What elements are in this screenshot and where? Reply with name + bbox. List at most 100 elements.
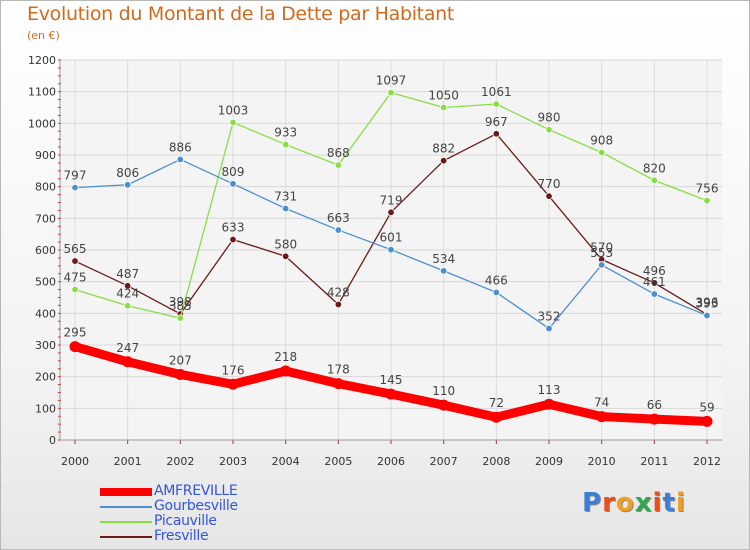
legend-label: Gourbesville — [154, 498, 238, 514]
data-label: 868 — [327, 146, 350, 160]
data-point — [492, 288, 501, 297]
data-point — [387, 208, 395, 217]
data-point — [492, 130, 501, 138]
data-point — [648, 413, 660, 425]
data-label: 461 — [643, 275, 666, 289]
proxiti-logo: Proxiti — [582, 488, 686, 518]
data-point — [387, 88, 395, 97]
data-label: 553 — [590, 246, 613, 260]
axes: 0 100 200 300 400 500 600 700 800 900 1000 1100 1200… — [28, 54, 722, 468]
x-tick-label: 2007 — [430, 455, 458, 468]
data-point — [229, 180, 237, 188]
data-point — [334, 161, 343, 169]
legend-swatch — [100, 488, 152, 496]
data-point — [701, 415, 713, 427]
data-label: 633 — [222, 221, 245, 235]
data-label: 967 — [485, 115, 508, 129]
data-point — [438, 399, 450, 411]
x-tick-label: 2011 — [640, 455, 668, 468]
legend-swatch — [100, 536, 152, 538]
legend-swatch — [100, 506, 152, 508]
data-point — [123, 302, 132, 310]
logo-letter: P — [582, 488, 603, 518]
logo-letter: i — [652, 488, 663, 518]
data-label: 385 — [169, 299, 192, 313]
data-point — [545, 125, 553, 134]
data-point — [71, 257, 79, 265]
data-label: 218 — [274, 350, 297, 364]
data-label: 1003 — [218, 103, 249, 117]
data-label: 534 — [432, 252, 455, 266]
logo-letter: t — [662, 488, 676, 518]
data-point — [281, 204, 290, 213]
data-label: 882 — [432, 142, 455, 156]
data-label: 1061 — [481, 85, 512, 99]
data-label: 820 — [643, 161, 666, 175]
data-label: 398 — [169, 295, 192, 309]
y-tick-label: 1000 — [28, 117, 56, 130]
x-tick-label: 2005 — [324, 455, 352, 468]
data-label: 756 — [696, 182, 719, 196]
y-tick-label: 1200 — [28, 54, 56, 67]
data-point — [334, 300, 343, 309]
y-tick-label: 700 — [35, 212, 56, 225]
data-point — [439, 156, 448, 165]
data-label: 145 — [380, 373, 403, 387]
data-point — [439, 267, 448, 275]
data-point — [703, 196, 711, 205]
data-label: 980 — [538, 111, 561, 125]
data-label: 806 — [116, 166, 139, 180]
data-label: 565 — [64, 242, 87, 256]
data-label: 719 — [380, 193, 403, 207]
x-tick-label: 2001 — [114, 455, 142, 468]
data-label: 475 — [64, 271, 87, 285]
data-labels-layer: 565 487 398 633 580 428 719 882 967 770 570 496 396 4… — [64, 74, 719, 415]
y-tick-label: 900 — [35, 149, 56, 162]
data-label: 59 — [699, 400, 714, 414]
legend-swatch — [100, 521, 152, 523]
data-point — [71, 285, 79, 294]
legend-label: Fresville — [154, 528, 209, 544]
y-tick-label: 800 — [35, 181, 56, 194]
data-label: 1097 — [376, 74, 407, 88]
data-label: 176 — [222, 363, 245, 377]
legend-label: AMFREVILLE — [154, 483, 238, 499]
x-tick-label: 2003 — [219, 455, 247, 468]
data-label: 886 — [169, 140, 192, 154]
data-point — [650, 279, 659, 287]
data-point — [176, 314, 185, 322]
data-label: 396 — [696, 296, 719, 310]
data-point — [334, 226, 343, 234]
x-tick-label: 2009 — [535, 455, 563, 468]
data-label: 113 — [538, 383, 561, 397]
data-label: 601 — [380, 231, 403, 245]
y-tick-label: 200 — [35, 371, 56, 384]
data-label: 466 — [485, 273, 508, 287]
data-point — [597, 261, 606, 269]
data-label: 797 — [64, 169, 87, 183]
legend-label: Picauville — [154, 513, 217, 529]
x-tick-label: 2006 — [377, 455, 405, 468]
data-point — [545, 324, 553, 333]
data-point — [332, 378, 344, 390]
data-label: 428 — [327, 285, 350, 299]
data-point — [650, 176, 659, 185]
y-tick-label: 600 — [35, 244, 56, 257]
data-point — [650, 290, 659, 298]
data-label: 352 — [538, 310, 561, 324]
data-point — [543, 398, 555, 410]
data-label: 393 — [696, 297, 719, 311]
chart-subtitle: (en €) — [27, 29, 60, 42]
data-label: 496 — [643, 264, 666, 278]
x-tick-label: 2000 — [61, 455, 89, 468]
y-tick-label: 400 — [35, 307, 56, 320]
data-point — [281, 252, 290, 261]
data-label: 1050 — [428, 89, 459, 103]
data-point — [227, 378, 239, 390]
data-point — [71, 183, 79, 192]
chart-title: Evolution du Montant de la Dette par Hab… — [27, 3, 455, 25]
data-label: 178 — [327, 363, 350, 377]
data-label: 424 — [116, 287, 139, 301]
data-label: 74 — [594, 396, 609, 410]
data-label: 933 — [274, 126, 297, 140]
